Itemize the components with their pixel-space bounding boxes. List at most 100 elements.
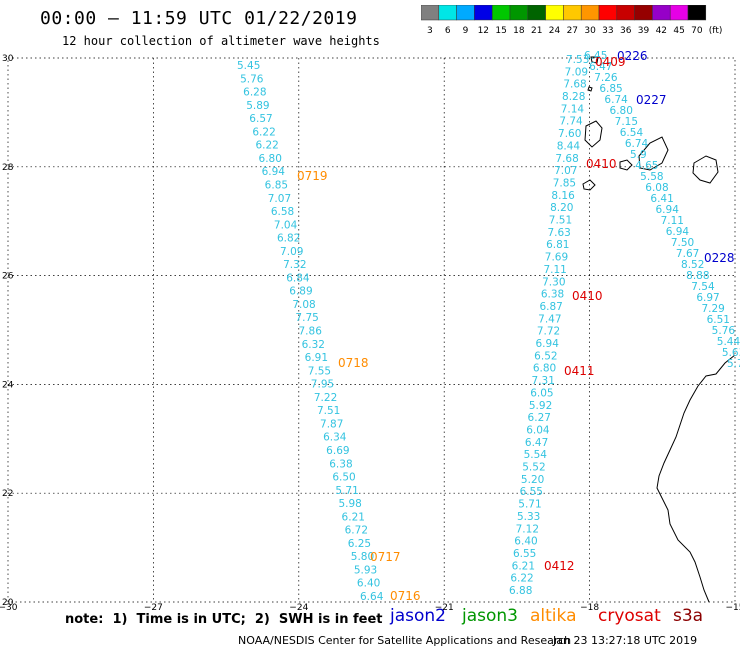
pass-time-label: 0719 bbox=[297, 169, 328, 183]
wave-height-value: 7.51 bbox=[317, 405, 340, 417]
wave-height-value: 6.50 bbox=[332, 472, 355, 484]
pass-time-label: 0718 bbox=[338, 356, 369, 370]
color-scale-legend: 3 6 9 12 15 18 21 24 27 30 33 36 39 42 45 70 (ft) bbox=[421, 5, 723, 36]
satellite-label-cryosat: cryosat bbox=[598, 606, 661, 626]
wave-height-value: 8.52 bbox=[681, 259, 704, 271]
satellite-label-altika: altika bbox=[530, 606, 577, 626]
island-outline bbox=[584, 120, 603, 148]
wave-height-value: 6.57 bbox=[249, 113, 272, 125]
colorbar-label: 9 bbox=[463, 26, 469, 36]
y-tick-label: 22 bbox=[2, 489, 13, 499]
wave-height-value: 5.80 bbox=[351, 551, 374, 563]
wave-height-value: 7.09 bbox=[565, 66, 588, 78]
pass-time-label: 0412 bbox=[544, 559, 575, 573]
island-outline bbox=[692, 155, 719, 184]
wave-height-value: 6.38 bbox=[541, 289, 564, 301]
wave-height-value: 6.04 bbox=[526, 424, 550, 436]
wave-height-value: 6.32 bbox=[302, 339, 325, 351]
colorbar-label: 15 bbox=[495, 26, 506, 36]
wave-height-value: 6.89 bbox=[289, 286, 312, 298]
island-outline bbox=[590, 56, 599, 64]
wave-height-value: 6.80 bbox=[533, 363, 556, 375]
wave-height-value: 7.26 bbox=[594, 72, 618, 84]
colorbar-label: 45 bbox=[673, 26, 684, 36]
credit-line: NOAA/NESDIS Center for Satellite Applica… bbox=[238, 634, 572, 647]
x-tick-label: −21 bbox=[435, 603, 454, 613]
wave-height-value: 6.58 bbox=[271, 206, 294, 218]
wave-height-value: 7.68 bbox=[555, 153, 578, 165]
pass-time-label: 0227 bbox=[636, 93, 667, 107]
wave-height-value: 7.72 bbox=[537, 326, 560, 338]
wave-height-value: 6.94 bbox=[666, 226, 690, 238]
wave-height-value: 7.29 bbox=[701, 303, 724, 315]
wave-height-value: 5.33 bbox=[517, 511, 540, 523]
east-track: 6.456.477.266.856.746.807.156.546.745.94… bbox=[584, 50, 740, 370]
wave-height-value: 7.60 bbox=[558, 128, 581, 140]
wave-height-value: 7.63 bbox=[547, 227, 570, 239]
wave-height-value: 6.82 bbox=[277, 233, 300, 245]
colorbar-label: 3 bbox=[427, 26, 433, 36]
graticule bbox=[8, 58, 735, 602]
wave-height-value: 7.95 bbox=[311, 379, 334, 391]
wave-height-value: 6.94 bbox=[262, 166, 286, 178]
wave-height-value: 7.30 bbox=[542, 276, 565, 288]
wave-height-value: 7.55 bbox=[308, 365, 331, 377]
wave-height-value: 5.71 bbox=[335, 485, 358, 497]
x-tick-label: −15 bbox=[726, 603, 740, 613]
west-track: 5.455.766.285.896.576.226.226.806.946.85… bbox=[237, 60, 384, 603]
colorbar-unit: (ft) bbox=[709, 26, 723, 36]
pass-time-label: 0717 bbox=[370, 550, 401, 564]
wave-height-value: 7.04 bbox=[274, 219, 298, 231]
x-tick-label: −30 bbox=[0, 603, 18, 613]
map-title: 00:00 – 11:59 UTC 01/22/2019 bbox=[40, 8, 358, 29]
y-tick-label: 20 bbox=[2, 598, 14, 608]
wave-height-value: 6.08 bbox=[645, 182, 668, 194]
colorbar-swatch bbox=[687, 5, 707, 21]
wave-height-value: 5.76 bbox=[240, 73, 264, 85]
wave-height-value: 5.20 bbox=[521, 474, 544, 486]
wave-height-value: 6.94 bbox=[536, 338, 560, 350]
wave-height-value: 6.91 bbox=[305, 352, 328, 364]
wave-height-value: 6.40 bbox=[357, 578, 380, 590]
wave-height-value: 6.88 bbox=[509, 585, 532, 597]
wave-height-value: 6.97 bbox=[696, 292, 719, 304]
wave-height-value: 6.55 bbox=[513, 548, 536, 560]
wave-height-value: 7.11 bbox=[543, 264, 566, 276]
wave-height-value: 5.54 bbox=[524, 449, 548, 461]
wave-height-value: 5.92 bbox=[529, 400, 552, 412]
wave-height-value: 7.12 bbox=[516, 523, 539, 535]
colorbar-label: 36 bbox=[620, 26, 632, 36]
wave-height-value: 6.80 bbox=[610, 105, 633, 117]
x-tick-label: −18 bbox=[580, 603, 599, 613]
wave-height-value: 5.72 bbox=[727, 358, 740, 370]
wave-height-value: 8.44 bbox=[557, 140, 581, 152]
colorbar-label: 6 bbox=[445, 26, 451, 36]
wave-height-value: 6.41 bbox=[650, 193, 673, 205]
map-subtitle: 12 hour collection of altimeter wave hei… bbox=[62, 34, 380, 48]
y-tick-label: 30 bbox=[2, 54, 14, 64]
wave-height-value: 7.14 bbox=[561, 103, 585, 115]
island-outline bbox=[619, 159, 633, 171]
wave-height-value: 6.54 bbox=[620, 127, 644, 139]
pass-time-label: 0226 bbox=[617, 49, 648, 63]
wave-height-value: 7.69 bbox=[545, 252, 568, 264]
wave-height-value: 5.52 bbox=[522, 462, 545, 474]
colorbar-label: 18 bbox=[513, 26, 525, 36]
wave-height-value: 8.88 bbox=[686, 270, 709, 282]
wave-height-value: 7.75 bbox=[295, 312, 318, 324]
wave-height-value: 6.84 bbox=[286, 272, 310, 284]
wave-height-value: 6.38 bbox=[329, 458, 352, 470]
wave-height-value: 8.16 bbox=[551, 190, 575, 202]
generated-timestamp: Jan 23 13:27:18 UTC 2019 bbox=[553, 634, 698, 647]
colorbar-label: 33 bbox=[602, 26, 613, 36]
wave-height-value: 6.45 bbox=[584, 50, 607, 62]
wave-height-value: 7.09 bbox=[280, 246, 303, 258]
wave-height-value: 6.47 bbox=[589, 61, 612, 73]
wave-height-value: 6.72 bbox=[345, 525, 368, 537]
colorbar-label: 30 bbox=[584, 26, 596, 36]
wave-height-value: 6.22 bbox=[252, 126, 275, 138]
wave-height-value: 7.87 bbox=[320, 418, 343, 430]
wave-height-value: 7.68 bbox=[563, 79, 586, 91]
wave-height-value: 6.52 bbox=[534, 350, 557, 362]
